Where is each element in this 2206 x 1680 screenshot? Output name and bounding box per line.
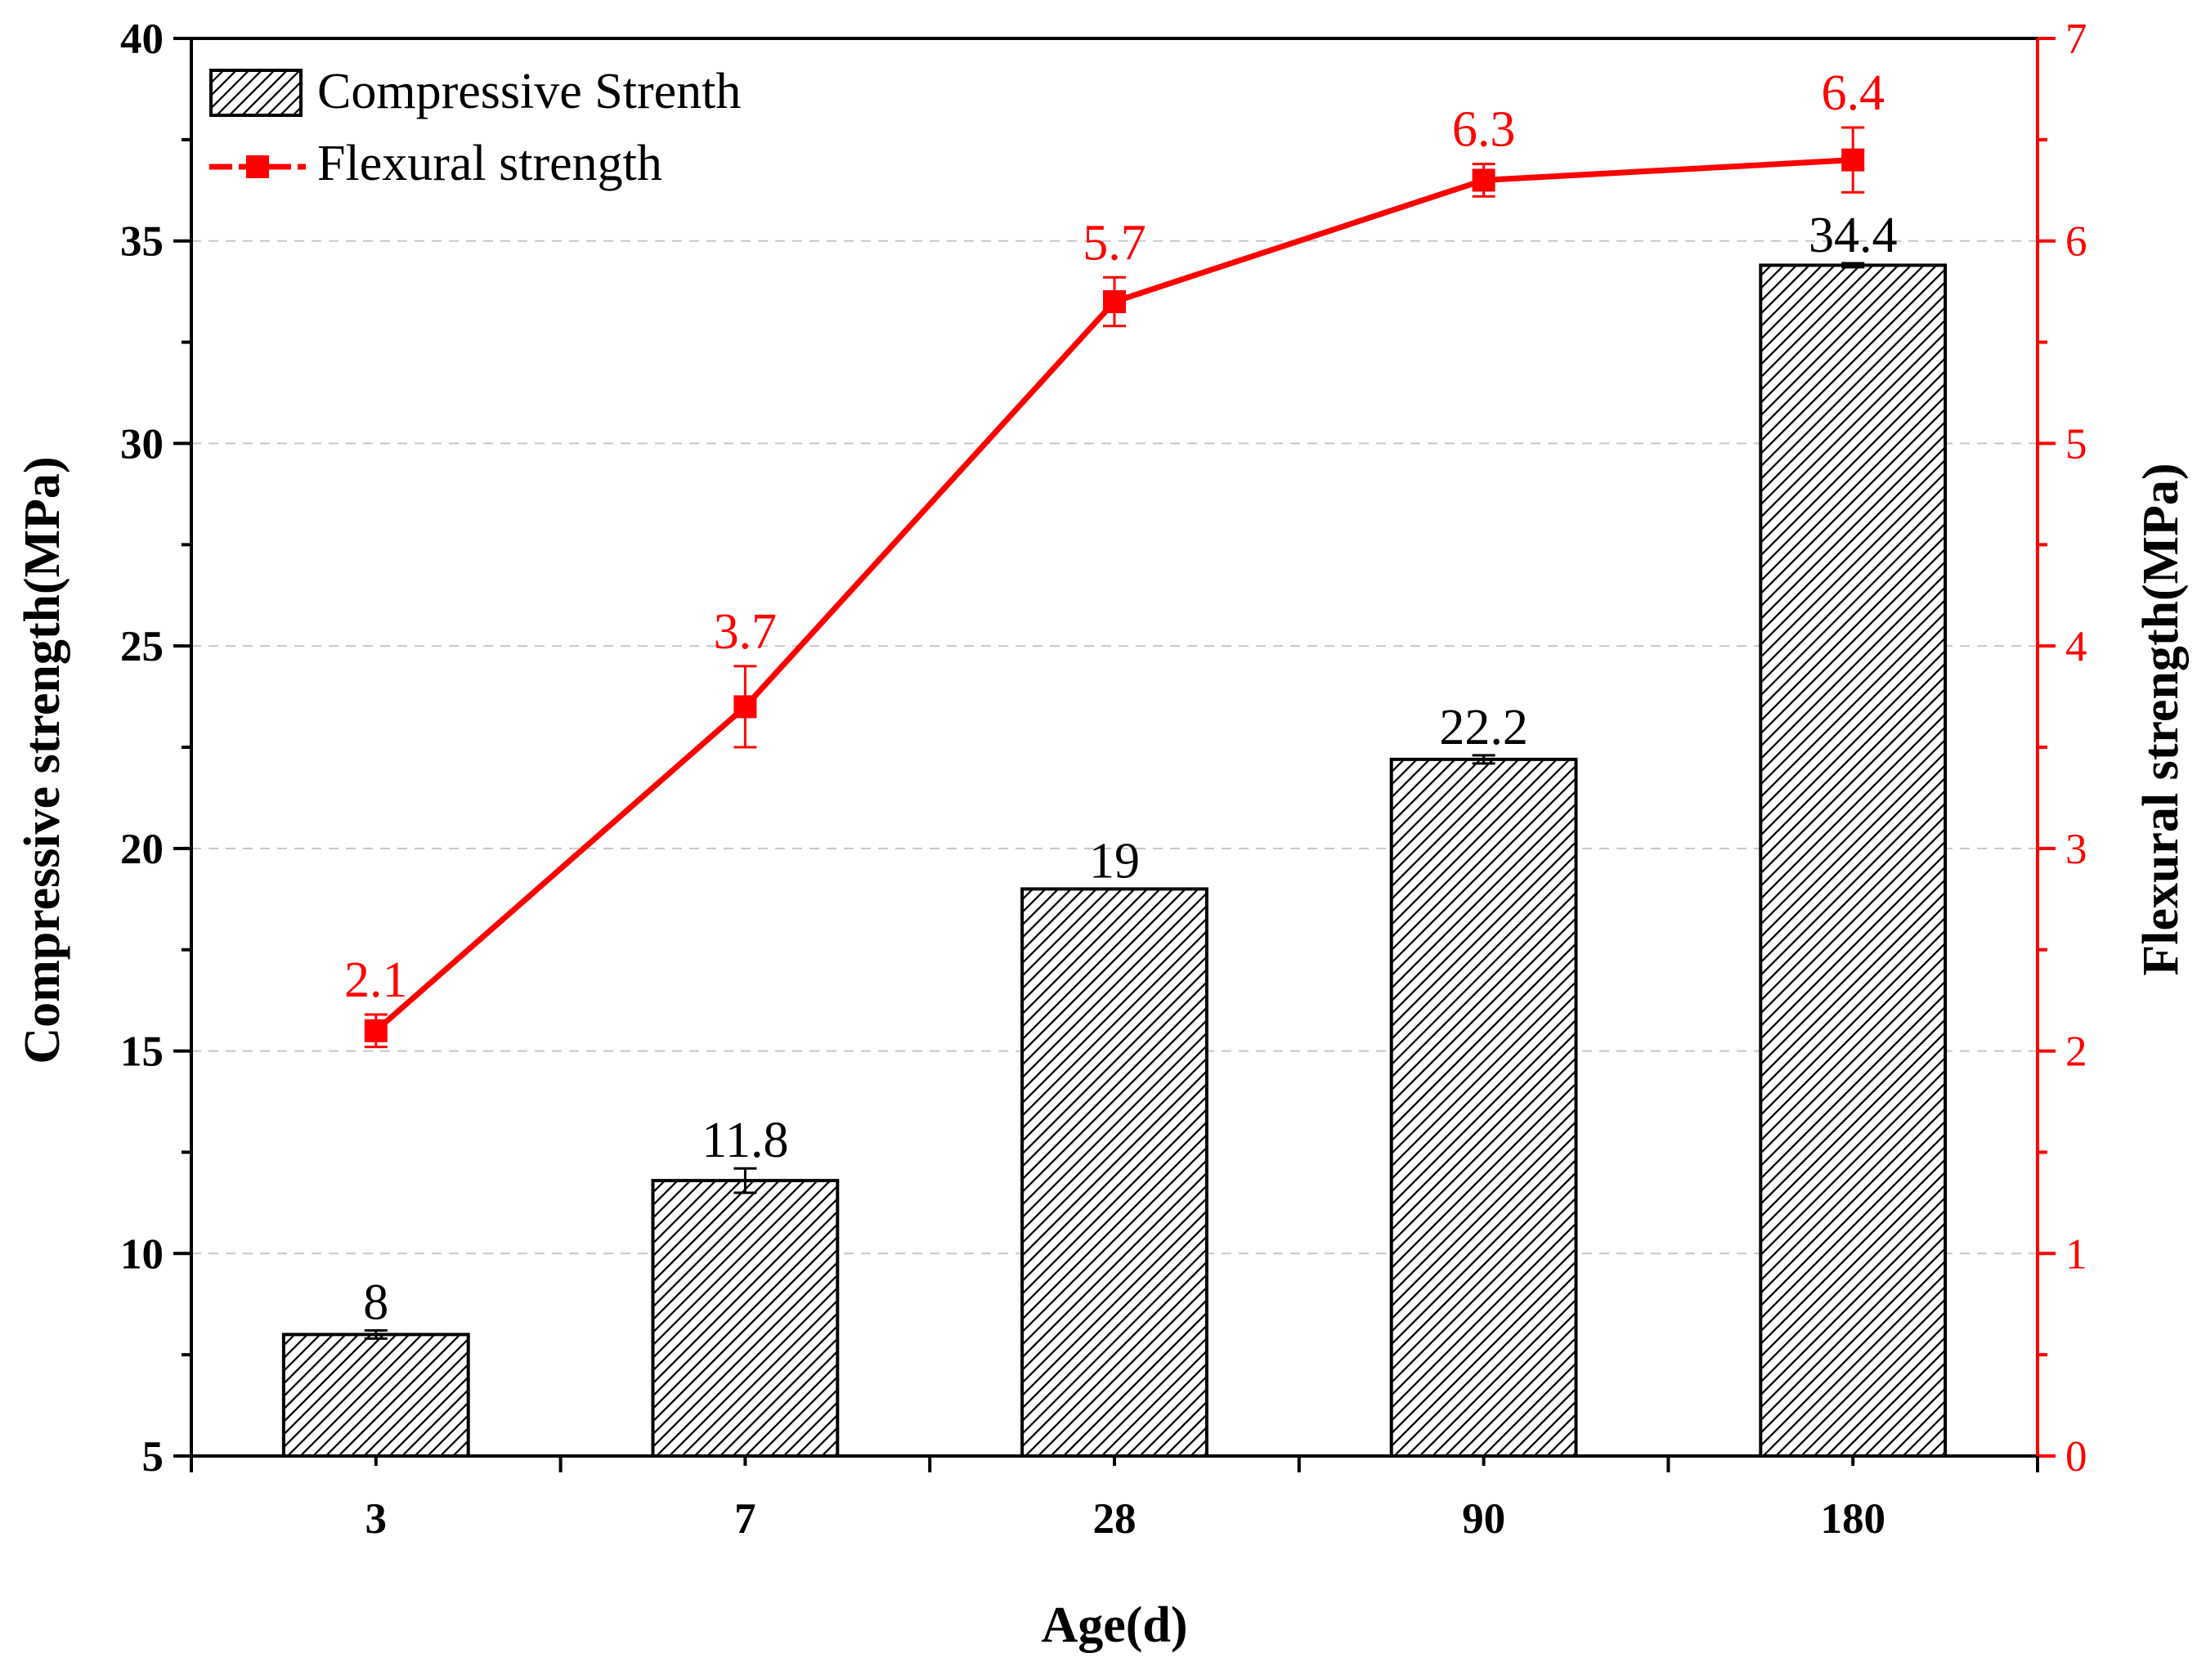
bar [651,1179,840,1458]
right-tick-label: 4 [2065,623,2087,670]
bar [1020,887,1208,1458]
legend-bar-swatch [209,69,303,117]
left-tick-label: 25 [120,623,164,670]
bar-series-compressive: 8 11.8 19 22.2 34.4 [281,208,1948,1458]
right-tick-label: 2 [2065,1028,2087,1076]
right-tick-label: 0 [2065,1433,2087,1481]
right-tick-label: 5 [2065,420,2087,468]
flexural-point [733,695,757,719]
legend-label-compressive: Compressive Strenth [317,64,741,119]
x-axis-title: Age(d) [1041,1597,1187,1653]
flexural-point [364,1019,388,1042]
line-data-label: 6.3 [1452,102,1516,158]
bar-data-label: 22.2 [1439,700,1528,755]
line-data-label: 2.1 [344,952,408,1008]
x-tick-label: 28 [1093,1495,1137,1543]
left-tick-label: 35 [120,218,164,266]
flexural-point [1841,148,1865,172]
legend-point-swatch [246,155,269,178]
right-tick-label: 3 [2065,826,2087,873]
legend: Compressive Strenth Flexural strength [209,64,741,191]
bar [281,1333,470,1458]
line-data-label: 3.7 [714,604,778,660]
bar-data-label: 34.4 [1809,208,1898,263]
bar [1759,263,1948,1458]
right-tick-label: 6 [2065,218,2087,266]
x-tick-label: 180 [1820,1495,1885,1543]
left-axis-title: Compressive strength(MPa) [15,456,70,1064]
left-tick-label: 10 [120,1230,164,1278]
right-axis-title: Flexural strength(MPa) [2133,463,2189,975]
legend-label-flexural: Flexural strength [317,136,662,191]
line-series-flexural: 2.1 3.7 5.7 6.3 6.4 [344,65,1885,1049]
bar-data-label: 19 [1089,833,1140,889]
left-tick-label: 5 [142,1433,164,1481]
line-data-label: 5.7 [1083,215,1146,271]
x-tick-label: 3 [365,1495,388,1543]
right-tick-label: 7 [2065,16,2087,63]
axes: 5 10 15 20 25 30 35 40 0 1 2 3 4 5 6 7 3 7 28 90 180 [120,16,2087,1543]
right-tick-label: 1 [2065,1230,2087,1278]
x-tick-label: 90 [1462,1495,1505,1543]
left-tick-label: 30 [120,420,164,468]
bar-data-label: 11.8 [702,1113,788,1168]
x-tick-label: 7 [734,1495,756,1543]
left-tick-label: 20 [120,826,164,873]
left-tick-label: 15 [120,1028,164,1076]
bar [1389,757,1578,1458]
flexural-point [1472,168,1495,192]
left-tick-label: 40 [120,16,164,63]
bar-data-label: 8 [363,1275,388,1330]
flexural-point [1103,290,1126,314]
line-data-label: 6.4 [1821,65,1885,121]
